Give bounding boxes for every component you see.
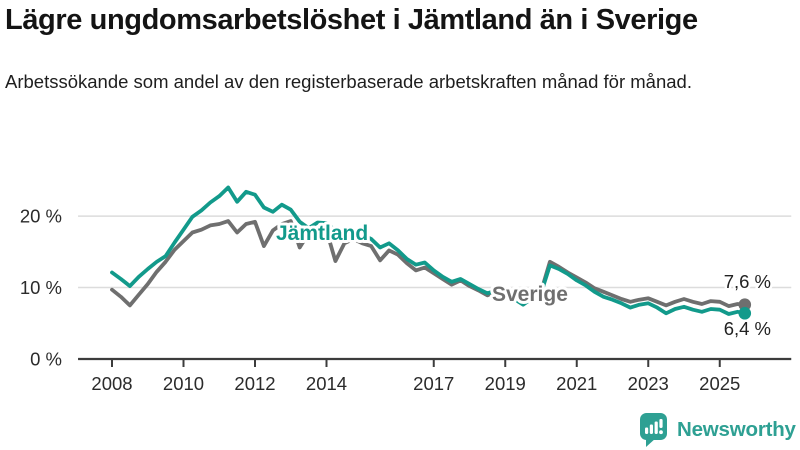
logo-bar-3: [654, 421, 658, 434]
jamtland-line: [110, 185, 747, 316]
y-tick-label: 20 %: [20, 206, 62, 227]
x-tick-label: 2008: [91, 373, 132, 394]
logo-bubble-shape: [640, 413, 667, 440]
x-tick-label: 2012: [234, 373, 275, 394]
x-tick-label: 2014: [306, 373, 347, 394]
series-label-jamtland: Jämtland: [276, 222, 368, 245]
y-tick-label: 0 %: [30, 349, 62, 370]
chart-subtitle: Arbetssökande som andel av den registerb…: [5, 71, 692, 92]
logo-bubble-tail: [646, 438, 656, 447]
x-tick-label: 2019: [485, 373, 526, 394]
x-tick-label: 2025: [699, 373, 740, 394]
x-tick-label: 2017: [413, 373, 454, 394]
x-tick-label: 2021: [556, 373, 597, 394]
x-tick-label: 2010: [163, 373, 204, 394]
logo-bar-2: [649, 424, 653, 434]
logo-exclamation-dot: [659, 430, 663, 435]
logo-exclamation-bar: [659, 419, 663, 428]
end-value-sverige: 7,6 %: [724, 271, 771, 292]
newsworthy-logo-icon: [640, 413, 667, 447]
jamtland-end-dot: [738, 306, 752, 320]
end-value-jamtland: 6,4 %: [724, 318, 771, 339]
x-tick-label: 2023: [628, 373, 669, 394]
newsworthy-logo: Newsworthy: [639, 412, 796, 448]
series-label-sverige: Sverige: [492, 283, 568, 306]
newsworthy-brand-text: Newsworthy: [677, 418, 796, 441]
page-title: Lägre ungdomsarbetslöshet i Jämtland än …: [5, 4, 698, 36]
y-tick-label: 10 %: [20, 277, 62, 298]
sverige-line: [110, 219, 747, 309]
logo-bar-1: [645, 427, 649, 434]
